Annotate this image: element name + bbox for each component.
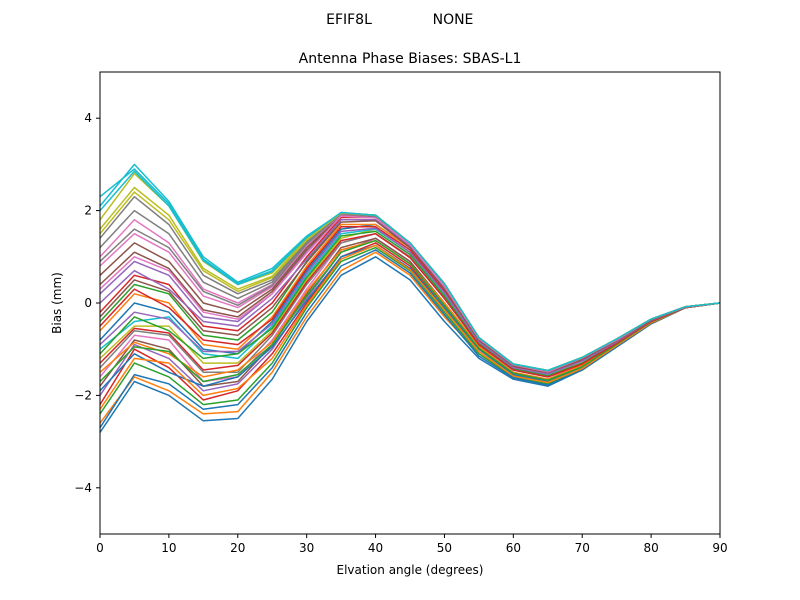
x-tick-label: 10 — [161, 541, 176, 555]
y-tick-label: −2 — [74, 388, 92, 402]
plot-lines — [99, 163, 721, 433]
series-line-35 — [99, 227, 721, 375]
y-tick-label: 4 — [84, 111, 92, 125]
x-tick-label: 60 — [506, 541, 521, 555]
x-tick-label: 70 — [575, 541, 590, 555]
x-tick-label: 50 — [437, 541, 452, 555]
series-line-36 — [99, 220, 721, 374]
chart-title: Antenna Phase Biases: SBAS-L1 — [299, 51, 522, 67]
x-axis-ticks: 0 10 20 30 40 50 60 70 80 90 — [96, 534, 728, 555]
series-line-32 — [99, 244, 721, 410]
y-axis-ticks: −4 −2 0 2 4 — [74, 111, 100, 495]
x-tick-label: 80 — [643, 541, 658, 555]
x-tick-label: 90 — [712, 541, 727, 555]
series-line-34 — [99, 232, 721, 378]
series-line-37 — [99, 215, 721, 373]
y-axis-label: Bias (mm) — [50, 272, 64, 334]
suptitle-station: EFIF8L — [326, 12, 372, 28]
x-tick-label: 0 — [96, 541, 104, 555]
y-tick-label: −4 — [74, 481, 92, 495]
y-tick-label: 0 — [84, 296, 92, 310]
x-tick-label: 20 — [230, 541, 245, 555]
y-tick-label: 2 — [84, 204, 92, 218]
x-tick-label: 40 — [368, 541, 383, 555]
suptitle-radome: NONE — [433, 12, 474, 28]
series-line-40 — [99, 170, 721, 372]
series-line-31 — [99, 249, 721, 429]
x-tick-label: 30 — [299, 541, 314, 555]
series-line-33 — [99, 239, 721, 383]
x-axis-label: Elvation angle (degrees) — [337, 563, 484, 577]
